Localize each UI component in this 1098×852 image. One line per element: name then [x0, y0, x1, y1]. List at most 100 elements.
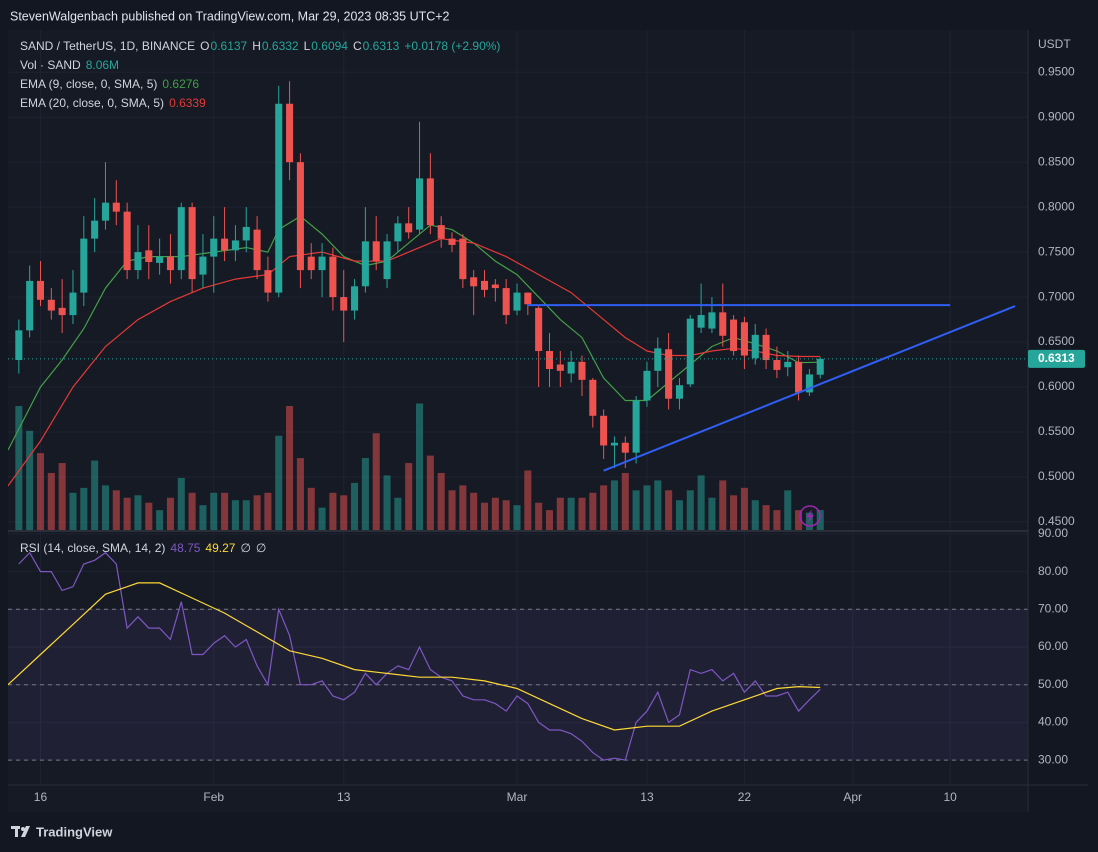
rsi-name: RSI (14, close, SMA, 14, 2) — [20, 541, 166, 555]
ema-line — [8, 237, 821, 487]
candle-body — [654, 348, 662, 371]
volume-bar — [264, 492, 272, 530]
x-tick-label: Apr — [843, 790, 862, 804]
volume-bar — [816, 510, 824, 530]
candle-body — [340, 297, 348, 311]
candle-body — [448, 238, 456, 245]
volume-bar — [416, 403, 424, 530]
volume-bar — [480, 502, 489, 530]
rsi-sma-value: 49.27 — [205, 541, 236, 555]
volume-bar — [643, 485, 651, 530]
candle-body — [80, 238, 88, 293]
candle-body — [47, 299, 55, 311]
candle-body — [101, 202, 109, 221]
volume-bar — [524, 470, 532, 530]
volume-bar — [740, 487, 748, 530]
ohlc-value: 0.6137 — [210, 39, 248, 53]
candle-body — [502, 288, 510, 316]
y-tick-label: 80.00 — [1038, 564, 1068, 578]
volume-bar — [448, 490, 456, 530]
volume-bar — [426, 455, 434, 530]
volume-bar — [112, 490, 120, 530]
y-tick-label: 0.5000 — [1038, 469, 1075, 483]
candle-body — [123, 211, 131, 271]
volume-bar — [567, 497, 575, 530]
volume-bar — [199, 505, 207, 530]
legend-row: EMA (20, close, 0, SMA, 5) 0.6339 — [20, 95, 211, 111]
volume-bar — [556, 497, 564, 530]
candle-body — [296, 162, 304, 271]
volume-bar — [156, 510, 164, 530]
volume-bar — [697, 475, 705, 530]
volume-bar — [36, 453, 45, 530]
candle-body — [708, 312, 716, 329]
volume-bar — [795, 510, 803, 530]
rsi-sma-line — [8, 582, 821, 731]
ohlc-value: 0.6313 — [362, 39, 400, 53]
candle-body — [773, 360, 781, 370]
y-tick-label: 0.9500 — [1038, 64, 1075, 78]
alert-icon-bolt — [806, 509, 814, 523]
volume-bar — [58, 463, 66, 530]
volume-bar — [665, 490, 673, 530]
volume-bar — [708, 497, 716, 530]
candle-body — [351, 286, 359, 311]
x-tick-label: 22 — [738, 790, 752, 804]
y-tick-label: 40.00 — [1038, 715, 1068, 729]
volume-bar — [307, 487, 315, 530]
x-tick-label: Mar — [507, 790, 528, 804]
volume-value: 8.06M — [85, 58, 120, 72]
candle-body — [318, 256, 326, 271]
trend-line — [603, 305, 1016, 472]
volume-bar — [470, 492, 478, 530]
volume-bar — [502, 500, 510, 530]
candle-body — [535, 307, 543, 352]
candle-body — [36, 280, 45, 300]
candle-body — [643, 370, 651, 401]
y-tick-label: 70.00 — [1038, 601, 1068, 615]
volume-bar — [719, 480, 727, 530]
x-tick-label: 10 — [944, 790, 958, 804]
volume-bar — [784, 490, 792, 530]
volume-bar — [91, 460, 99, 530]
candle-body — [210, 238, 218, 257]
candle-body — [231, 240, 239, 251]
ohlc-key: H — [252, 39, 261, 53]
change-label: +0.0178 (+2.90%) — [404, 39, 501, 53]
candle-body — [58, 307, 66, 316]
alert-icon[interactable] — [799, 505, 821, 527]
volume-bar — [491, 497, 499, 530]
candle-body — [578, 361, 586, 380]
candle-body — [69, 292, 77, 316]
legend-row: SAND / TetherUS, 1D, BINANCE O0.6137 H0.63… — [20, 38, 505, 54]
rsi-value: 48.75 — [170, 541, 201, 555]
x-tick-label: 13 — [337, 790, 351, 804]
plot-area — [8, 30, 1028, 812]
ohlc-value: 0.6094 — [311, 39, 348, 53]
candle-body — [188, 207, 196, 280]
candle-body — [112, 202, 120, 212]
volume-bar — [145, 502, 153, 530]
volume-bar — [394, 497, 402, 530]
volume-bar — [101, 485, 109, 530]
candle-body — [665, 349, 673, 399]
volume-bar — [210, 492, 218, 530]
y-tick-label: 0.5500 — [1038, 424, 1075, 438]
candle-body — [621, 442, 629, 453]
candle-body — [524, 292, 532, 305]
volume-bar — [318, 507, 326, 530]
candle-body — [361, 241, 369, 287]
candle-body — [286, 103, 294, 163]
candle-body — [719, 312, 727, 336]
candle-body — [784, 361, 792, 368]
candle-body — [15, 330, 23, 361]
volume-bar — [632, 490, 640, 530]
volume-bar — [166, 497, 174, 530]
ema-name: EMA (9, close, 0, SMA, 5) — [20, 77, 158, 91]
volume-bar — [751, 500, 759, 530]
candle-body — [405, 223, 413, 233]
volume-bar — [80, 487, 88, 530]
volume-bar — [589, 492, 597, 530]
